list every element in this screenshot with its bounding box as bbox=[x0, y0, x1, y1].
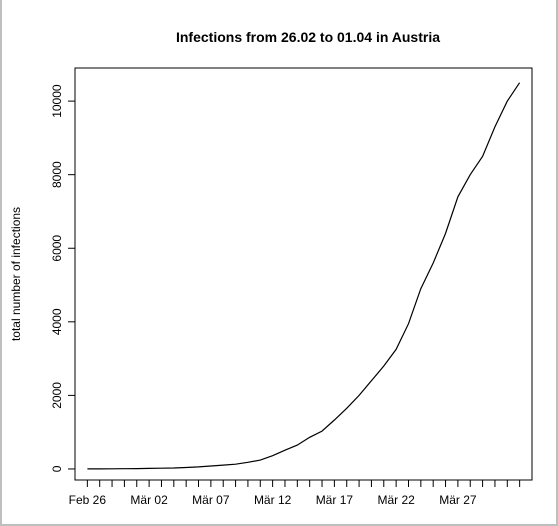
x-tick-label: Mär 22 bbox=[377, 493, 415, 507]
x-tick-label: Mär 12 bbox=[254, 493, 292, 507]
x-tick-label: Mär 27 bbox=[439, 493, 477, 507]
series-line-infections bbox=[87, 82, 521, 470]
x-tick-label: Feb 26 bbox=[69, 493, 107, 507]
y-axis: 0 2000 4000 6000 8000 10000 bbox=[50, 84, 75, 472]
y-tick-label: 4000 bbox=[50, 308, 64, 335]
x-tick-label: Mär 07 bbox=[192, 493, 230, 507]
y-tick-label: 0 bbox=[50, 465, 64, 472]
x-tick-label: Mär 17 bbox=[316, 493, 354, 507]
plot-box bbox=[74, 67, 533, 481]
y-tick-label: 2000 bbox=[50, 382, 64, 409]
y-tick-label: 10000 bbox=[50, 84, 64, 118]
y-axis-label: total number of infections bbox=[9, 207, 23, 341]
x-tick-label: Mär 02 bbox=[130, 493, 168, 507]
y-tick-label: 8000 bbox=[50, 161, 64, 188]
y-tick-label: 6000 bbox=[50, 235, 64, 262]
x-axis: Feb 26 Mär 02 Mär 07 Mär 12 Mär 17 Mär 22 Mär … bbox=[69, 480, 521, 507]
chart-title: Infections from 26.02 to 01.04 in Austri… bbox=[176, 29, 440, 45]
